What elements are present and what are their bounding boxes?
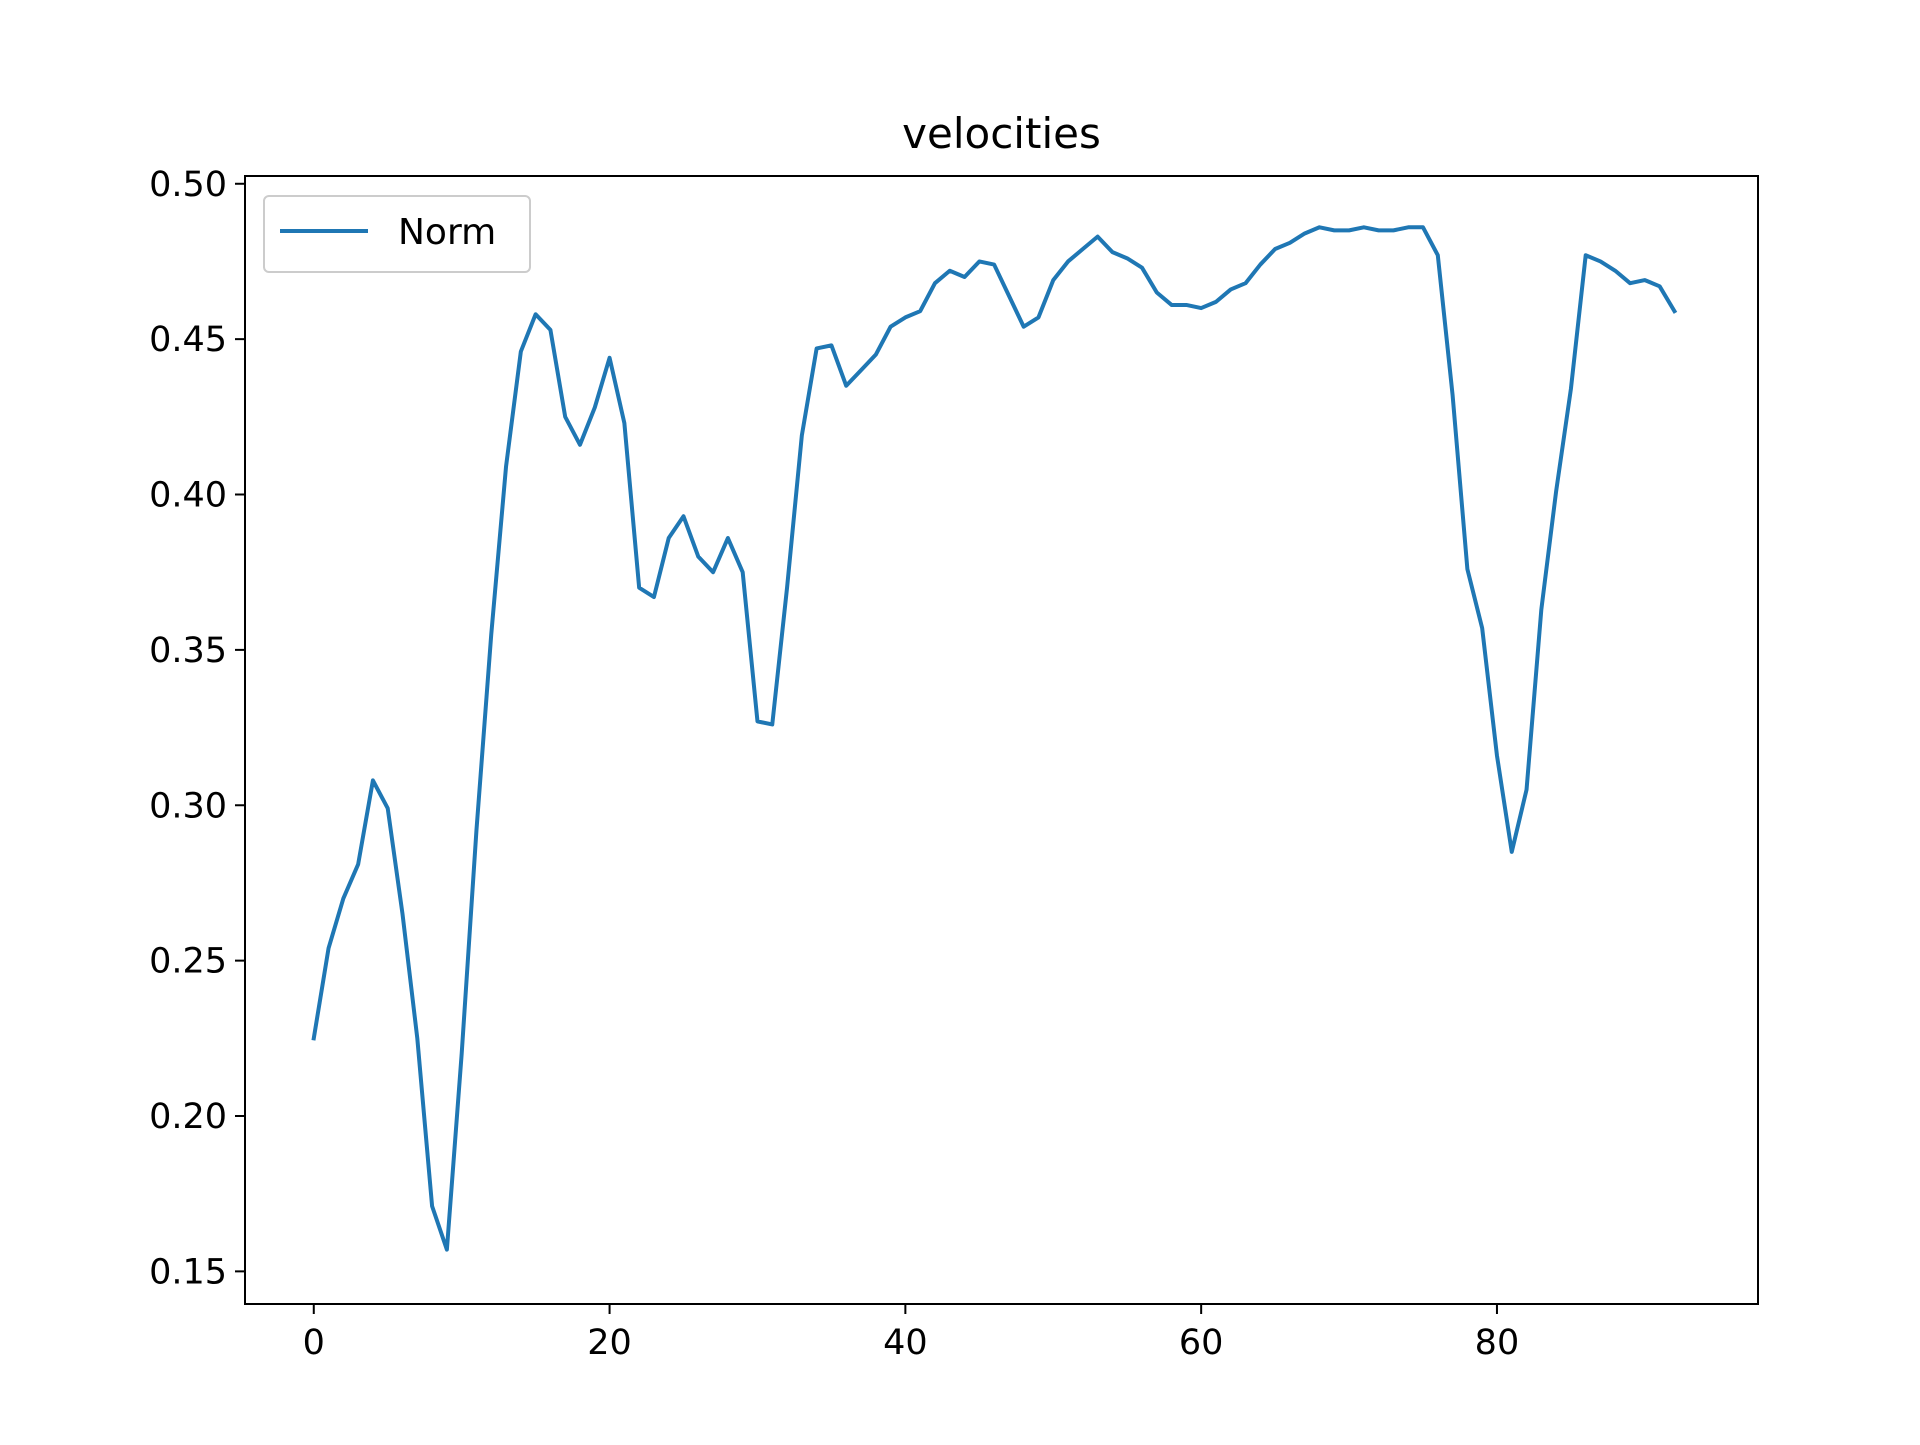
ticks-layer: 0 20 40 60 80 0.15 0.20 0.25 0.30 0.35 0.40 0.45 0.5… [149,165,1519,1363]
y-tick-label: 0.20 [149,1097,227,1137]
y-tick-label: 0.25 [149,942,227,982]
legend-box [263,195,531,273]
y-tick-label: 0.30 [149,786,227,826]
y-tick-label: 0.35 [149,631,227,671]
legend-label-norm: Norm [398,212,496,253]
y-tick-label: 0.50 [149,165,227,205]
x-tick-label: 80 [1475,1323,1520,1363]
y-tick-label: 0.15 [149,1252,227,1292]
series-line-norm [311,225,1678,1252]
marks-layer [311,225,1678,1252]
legend: Norm [263,195,531,273]
x-tick-label: 60 [1179,1323,1224,1363]
x-tick-label: 20 [587,1323,632,1363]
x-tick-label: 0 [303,1323,325,1363]
y-tick-label: 0.45 [149,320,227,360]
y-tick-label: 0.40 [149,476,227,516]
plot-frame [244,175,1759,1305]
x-tick-label: 40 [883,1323,928,1363]
chart-title: velocities [902,109,1101,158]
